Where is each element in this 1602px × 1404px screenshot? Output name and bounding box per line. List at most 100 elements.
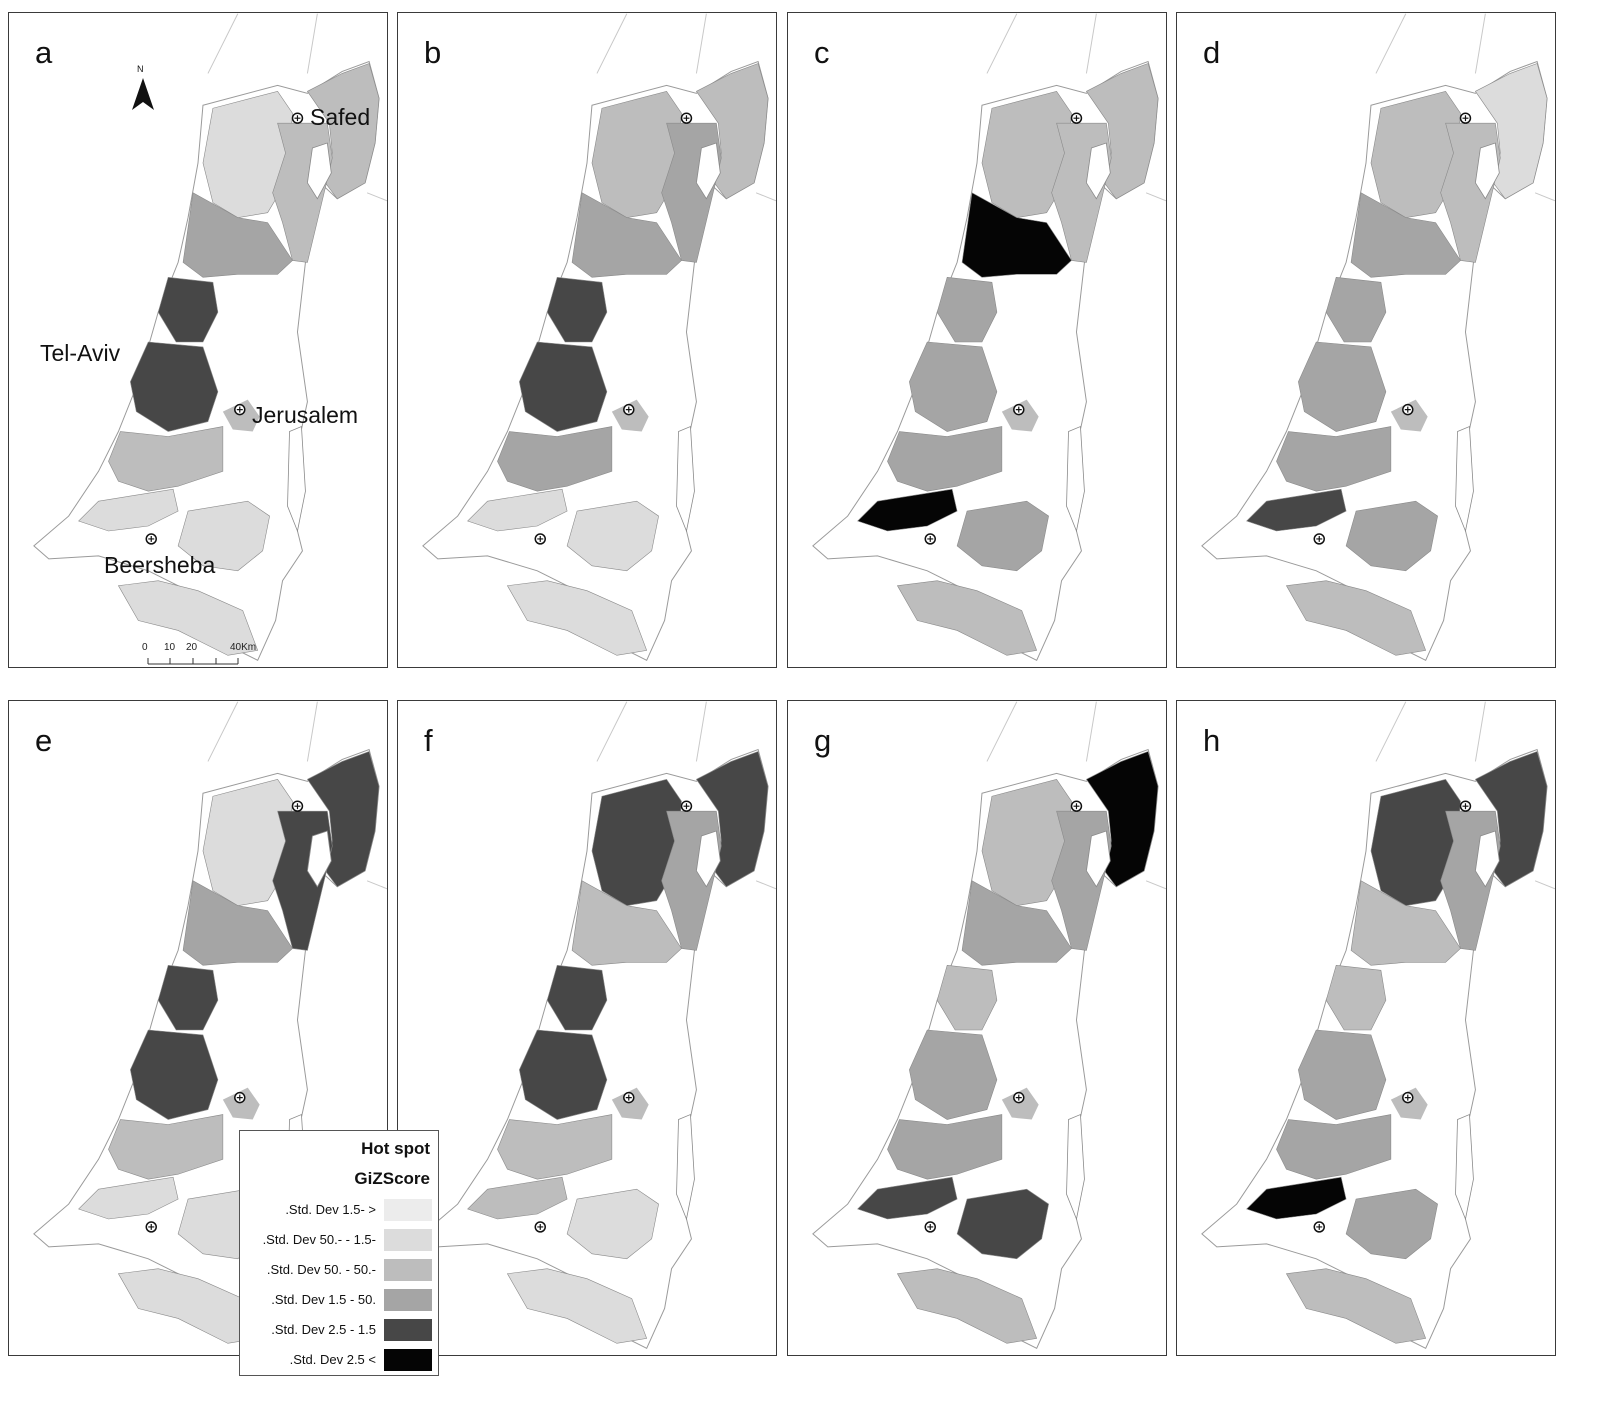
region-5 — [909, 341, 998, 432]
region-4 — [546, 965, 608, 1031]
region-6 — [108, 426, 224, 492]
region-6 — [497, 1114, 613, 1180]
panel-letter: d — [1203, 35, 1221, 70]
region-jerusalem — [1390, 399, 1428, 432]
city-marker-icon — [1459, 112, 1472, 124]
region-7 — [467, 1176, 568, 1220]
dead-sea — [1455, 1113, 1474, 1221]
region-7 — [78, 488, 179, 532]
region-4 — [1325, 965, 1387, 1031]
dead-sea — [1455, 425, 1474, 533]
city-marker-icon — [1013, 1091, 1025, 1104]
city-marker-icon — [291, 800, 304, 812]
region-4 — [1325, 277, 1387, 343]
region-1 — [1085, 751, 1159, 888]
legend: Hot spot GiZScore .Std. Dev 1.5- > .Std. … — [239, 1130, 439, 1376]
region-8 — [1345, 1188, 1438, 1260]
region-6 — [1276, 1114, 1392, 1180]
legend-item-swatch — [384, 1349, 432, 1371]
legend-item-label: .Std. Dev 1.5 - 50. — [271, 1292, 376, 1307]
panel-letter: b — [424, 35, 442, 70]
city-label-jerusalem: Jerusalem — [252, 402, 359, 428]
border-line — [207, 701, 387, 890]
city-label-safed: Safed — [310, 104, 371, 130]
region-7 — [857, 488, 958, 532]
region-7 — [1246, 488, 1347, 532]
region-8 — [1345, 500, 1438, 572]
region-1 — [1085, 63, 1159, 200]
map-svg — [1201, 701, 1555, 1349]
legend-item-label: .Std. Dev 2.5 < — [289, 1352, 376, 1367]
map-svg — [1201, 13, 1555, 661]
legend-item-swatch — [384, 1259, 432, 1281]
legend-item: .Std. Dev 2.5 < — [240, 1347, 438, 1373]
region-jerusalem — [222, 399, 260, 432]
scale-label-40: 40Km — [230, 642, 257, 653]
legend-subtitle: GiZScore — [354, 1169, 430, 1188]
region-4 — [936, 277, 998, 343]
region-3 — [182, 192, 293, 278]
map-svg — [812, 701, 1166, 1349]
legend-item-label: .Std. Dev 50. - 50.- — [266, 1262, 376, 1277]
sea-of-galilee — [696, 830, 721, 888]
region-9 — [1285, 1268, 1427, 1344]
region-6 — [887, 426, 1003, 492]
region-6 — [497, 426, 613, 492]
region-9 — [896, 580, 1038, 656]
region-jerusalem — [611, 1087, 649, 1120]
map-svg — [812, 13, 1166, 661]
map-panel-b: b — [397, 12, 777, 668]
legend-item: .Std. Dev 1.5 - 50. — [240, 1287, 438, 1313]
region-5 — [909, 1029, 998, 1120]
map-svg — [422, 701, 776, 1349]
city-marker-icon — [623, 1091, 635, 1104]
region-jerusalem — [611, 399, 649, 432]
sea-of-galilee — [1475, 830, 1500, 888]
legend-item-label: .Std. Dev 50.- - 1.5- — [262, 1232, 376, 1247]
border-line — [986, 13, 1166, 202]
region-9 — [506, 1268, 648, 1344]
scale-label-10: 10 — [164, 642, 176, 653]
city-marker-icon — [1402, 403, 1414, 416]
map-panel-c: c — [787, 12, 1167, 668]
north-letter: N — [137, 64, 144, 74]
map-panel-f: f — [397, 700, 777, 1356]
region-1 — [306, 751, 380, 888]
map-svg — [33, 13, 387, 661]
region-1 — [695, 751, 769, 888]
city-marker-icon — [1070, 112, 1083, 124]
city-marker-icon — [1402, 1091, 1414, 1104]
region-8 — [566, 1188, 659, 1260]
legend-item-label: .Std. Dev 1.5- > — [285, 1202, 376, 1217]
region-1 — [1474, 751, 1548, 888]
city-marker-icon — [534, 533, 546, 545]
region-3 — [182, 880, 293, 966]
panel-letter: f — [424, 723, 433, 758]
region-jerusalem — [222, 1087, 260, 1120]
panel-letter: c — [814, 35, 830, 70]
region-3 — [1350, 880, 1461, 966]
region-3 — [571, 880, 682, 966]
region-5 — [130, 341, 219, 432]
dead-sea — [676, 425, 695, 533]
scale-bar: 0 10 20 40Km — [136, 642, 266, 672]
region-5 — [1298, 1029, 1387, 1120]
region-4 — [157, 277, 219, 343]
dead-sea — [676, 1113, 695, 1221]
map-panel-d: d — [1176, 12, 1556, 668]
city-marker-icon — [291, 112, 304, 124]
city-marker-icon — [924, 1221, 936, 1233]
region-5 — [519, 341, 608, 432]
city-marker-icon — [623, 403, 635, 416]
legend-item-swatch — [384, 1199, 432, 1221]
panel-letter: h — [1203, 723, 1221, 758]
legend-item-swatch — [384, 1289, 432, 1311]
region-7 — [1246, 1176, 1347, 1220]
map-panel-g: g — [787, 700, 1167, 1356]
city-marker-icon — [680, 112, 693, 124]
region-5 — [519, 1029, 608, 1120]
city-marker-icon — [680, 800, 693, 812]
region-3 — [961, 192, 1072, 278]
city-marker-icon — [234, 1091, 246, 1104]
dead-sea — [1066, 425, 1085, 533]
